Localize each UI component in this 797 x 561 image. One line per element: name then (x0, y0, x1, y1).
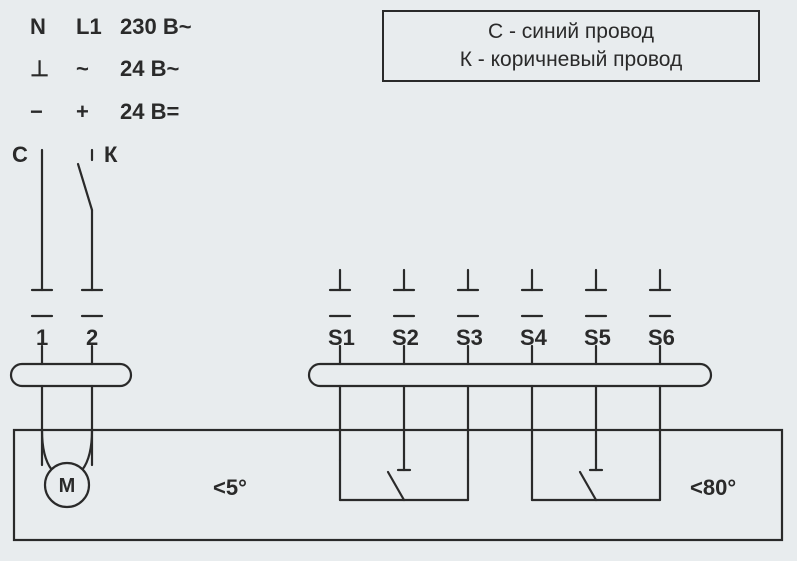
wire-1-arc (42, 430, 52, 470)
motor-label: M (59, 475, 76, 497)
wiring-diagram-svg: M (0, 0, 797, 561)
device-box (14, 430, 782, 540)
left-grommet (11, 364, 131, 386)
contact-high-blade (580, 472, 596, 500)
right-grommet (309, 364, 711, 386)
wire-2-arc (82, 430, 92, 470)
contact-low-blade (388, 472, 404, 500)
wire-2-switch (78, 164, 92, 210)
